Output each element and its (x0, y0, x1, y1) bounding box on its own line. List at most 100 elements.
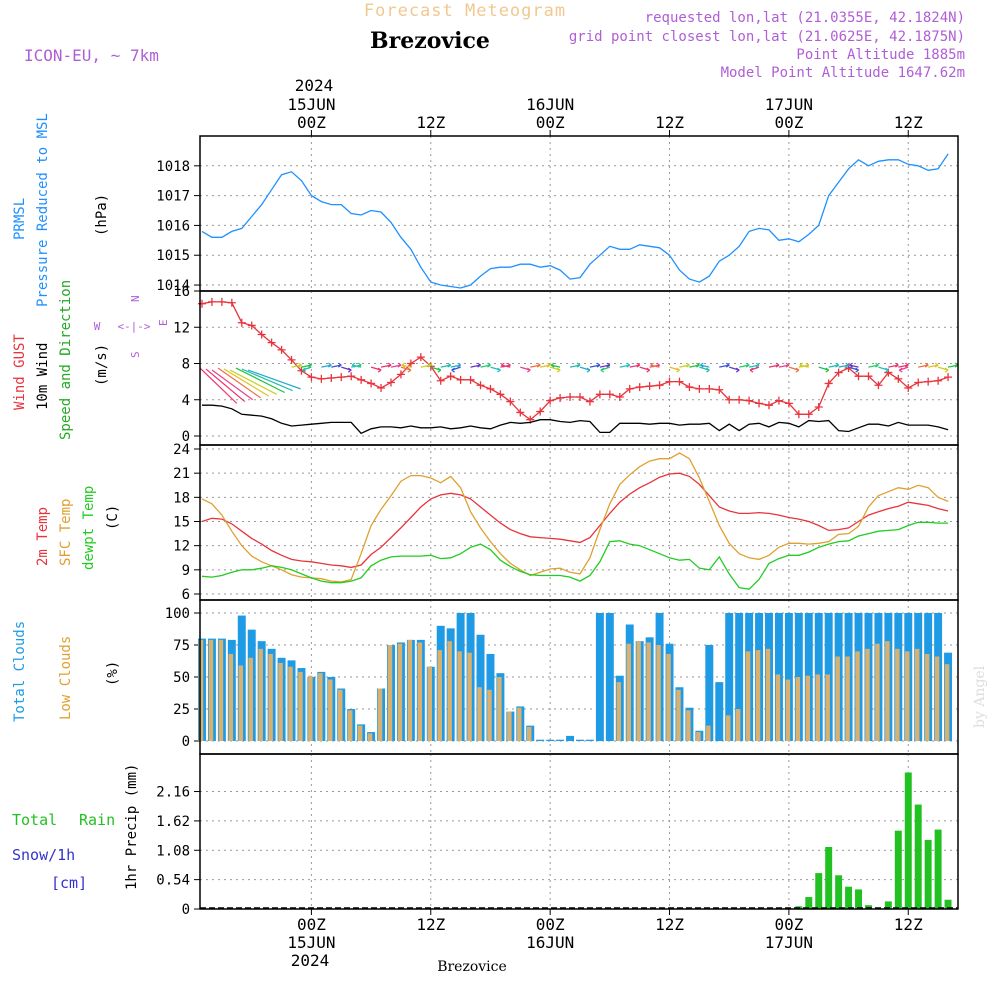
rain-bar (924, 839, 932, 909)
y-tick-label: 4 (182, 393, 190, 409)
gust-marker (516, 408, 525, 417)
wind-direction-arrowhead (586, 367, 591, 373)
bottom-axis-hour: 00Z (774, 915, 803, 934)
gust-marker (625, 384, 634, 393)
wind-direction-arrow (828, 364, 839, 368)
gust-marker (924, 377, 933, 386)
wind-direction-arrowhead (351, 362, 356, 368)
wind-direction-arrowhead (799, 362, 804, 368)
wind-direction-arrowhead (745, 362, 750, 368)
total-cloud-bar (705, 645, 714, 741)
wind-direction-arrowhead (501, 362, 505, 368)
wind-direction-arrowhead (576, 362, 581, 368)
wind-direction-arrow (768, 364, 780, 368)
wind-direction-arrowhead (298, 362, 302, 368)
bottom-axis-day: 15JUN (287, 933, 335, 952)
wind-direction-arrow (450, 364, 461, 368)
low-cloud-bar (258, 648, 263, 741)
gust-marker (794, 410, 803, 419)
total-cloud-bar (585, 739, 594, 741)
y-tick-label: 8 (182, 357, 190, 373)
series-prmsl (201, 153, 949, 289)
wind-direction-arrowhead (875, 362, 879, 368)
low-cloud-bar (527, 726, 532, 741)
gust-marker (436, 376, 445, 385)
wind-direction-arrowhead (825, 367, 830, 373)
wind-direction-arrow (689, 364, 700, 368)
low-cloud-bar (735, 709, 741, 741)
low-cloud-bar (616, 682, 622, 741)
low-cloud-bar (268, 653, 273, 741)
snow-cm-label: [cm] (51, 874, 87, 892)
gust-marker (934, 376, 943, 385)
forecast-meteogram-title: Forecast Meteogram (364, 1, 566, 21)
gust-marker (755, 399, 764, 408)
dew-label: dewpt Temp (81, 486, 97, 570)
low-cloud-bar (924, 653, 930, 741)
low-cloud-bar (875, 643, 880, 741)
low-cloud-bar (328, 679, 333, 741)
gust-marker (615, 393, 624, 402)
bottom-axis-day: 17JUN (765, 933, 813, 952)
low-cloud-bar (318, 673, 323, 741)
wind-direction-arrow (599, 364, 611, 368)
y-tick-label: 1.62 (156, 814, 190, 830)
gust-marker (386, 378, 395, 387)
wind-direction-arrow (530, 364, 541, 368)
gust-marker (685, 383, 694, 392)
series-2m-temp (201, 472, 949, 569)
low-cloud-bar (218, 639, 224, 741)
gust-marker (725, 395, 734, 404)
panel-frame (199, 135, 959, 292)
low-cloud-bar (845, 656, 850, 741)
wind-direction-arrowhead (885, 367, 889, 373)
bottom-axis-hour: 12Z (655, 915, 684, 934)
y-tick-label: 15 (173, 515, 190, 531)
low-cloud-bar (447, 641, 452, 741)
precip-unit: 1hr Precip (mm) (124, 764, 140, 890)
wind-direction-arrowhead (451, 367, 455, 373)
rain-bar (864, 905, 872, 909)
gust-marker (357, 375, 366, 384)
low-cloud-bar (706, 725, 711, 741)
panel-frame (199, 290, 959, 446)
low-cloud-bar (517, 707, 522, 741)
wind-direction-arrowhead (477, 362, 481, 368)
wind-direction-arrow (569, 364, 581, 368)
total-cloud-bar (715, 682, 724, 741)
gust-marker (456, 375, 465, 384)
wind-direction-arrowhead (447, 362, 452, 368)
low-cloud-bar (387, 645, 393, 741)
low-cloud-bar (228, 653, 234, 741)
gust-marker (337, 373, 346, 382)
y-tick-label: 1017 (156, 189, 190, 205)
gust-marker (735, 395, 744, 404)
wind-direction-arrowhead (904, 362, 909, 368)
wind-direction-arrowhead (636, 362, 641, 368)
wind-direction-arrowhead (775, 362, 780, 368)
gust-marker (575, 393, 584, 402)
low-cloud-bar (686, 710, 691, 741)
top-axis-day: 15JUN (287, 95, 335, 114)
wind-direction-arrowhead (487, 362, 491, 368)
wind-direction-arrowhead (835, 362, 840, 368)
total-cloud-bar (735, 613, 744, 741)
wind-direction-arrowhead (795, 367, 800, 373)
compass-rose: N <-|-> W E S (94, 295, 170, 358)
wind-direction-arrowhead (596, 362, 601, 368)
wind-direction-arrowhead (427, 362, 432, 368)
wind-direction-arrowhead (337, 362, 342, 368)
rain-bar (805, 897, 813, 909)
low-cloud-bar (914, 648, 920, 741)
gust-marker (277, 345, 286, 354)
bottom-axis-day: 16JUN (526, 933, 574, 952)
gust-marker (377, 383, 386, 392)
low-cloud-bar (855, 651, 860, 741)
low-cloud-bar (765, 648, 771, 741)
low-cloud-bar (397, 643, 403, 741)
low-cloud-bar (885, 641, 890, 741)
wind-direction-arrowhead (536, 362, 541, 368)
gust-marker (605, 390, 614, 399)
wind-direction-arrow (679, 364, 690, 368)
wind-direction-arrowhead (696, 362, 700, 368)
